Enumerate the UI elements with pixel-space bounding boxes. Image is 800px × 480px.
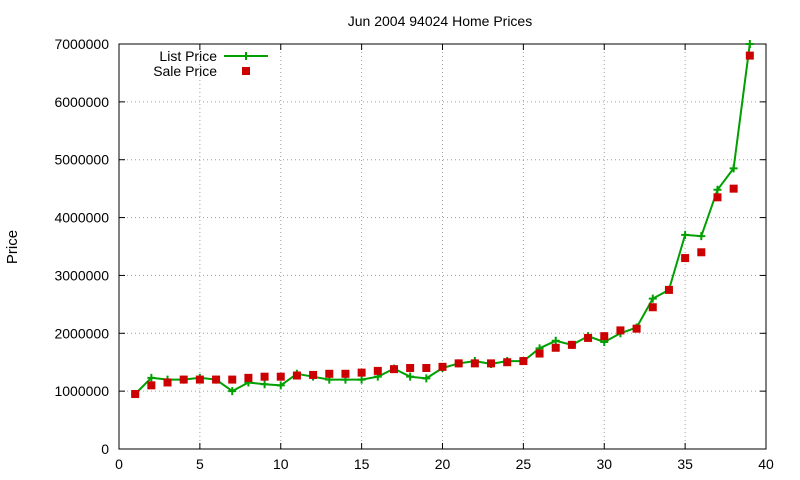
sale-price-point <box>195 375 204 384</box>
sale-price-point <box>487 359 496 368</box>
sale-price-point <box>260 372 269 381</box>
y-tick-label: 2000000 <box>54 325 109 341</box>
y-tick-label: 1000000 <box>54 383 109 399</box>
sale-price-point <box>309 370 318 379</box>
list-price-point <box>228 387 237 396</box>
sale-price-point <box>713 193 722 202</box>
list-price-point <box>681 230 690 239</box>
sale-price-point <box>729 184 738 193</box>
data-marks <box>131 40 754 399</box>
x-tick-label: 0 <box>115 456 123 472</box>
sale-price-point <box>292 371 301 380</box>
sale-price-point <box>325 369 334 378</box>
sale-price-point <box>584 333 593 342</box>
sale-price-point <box>244 373 253 382</box>
sale-price-point <box>454 359 463 368</box>
sale-price-point <box>503 358 512 367</box>
grid-lines <box>119 44 766 449</box>
list-price-point <box>147 373 156 382</box>
sale-price-point <box>147 381 156 390</box>
sale-price-point <box>438 362 447 371</box>
legend-marker-list-price <box>242 52 250 60</box>
x-tick-label: 25 <box>516 456 532 472</box>
sale-price-point <box>389 365 398 374</box>
sale-price-point <box>648 303 657 312</box>
sale-price-point <box>567 340 576 349</box>
legend-label-list-price: List Price <box>159 48 217 64</box>
sale-price-point <box>422 364 431 372</box>
sale-price-point <box>357 368 366 377</box>
sale-price-point <box>228 375 237 384</box>
chart-title: Jun 2004 94024 Home Prices <box>348 13 532 29</box>
sale-price-point <box>551 343 560 352</box>
list-price-point <box>260 380 269 389</box>
list-price-point <box>551 336 560 345</box>
x-tick-label: 15 <box>354 456 370 472</box>
list-price-point <box>406 372 415 381</box>
x-tick-label: 10 <box>273 456 289 472</box>
y-tick-label: 3000000 <box>54 267 109 283</box>
legend: List Price Sale Price <box>153 48 268 79</box>
y-tick-label: 4000000 <box>54 210 109 226</box>
y-tick-label: 0 <box>101 441 109 457</box>
x-tick-label: 30 <box>596 456 612 472</box>
sale-price-point <box>600 332 609 341</box>
sale-price-point <box>163 378 172 387</box>
list-price-point <box>729 164 738 173</box>
list-price-point <box>713 185 722 194</box>
axis-ticks: 0 5 10 15 20 25 30 35 40 0 1000000 2000000 3000000 40… <box>54 36 774 472</box>
list-price-point <box>357 375 366 384</box>
x-tick-label: 35 <box>677 456 693 472</box>
sale-price-point <box>632 324 641 333</box>
list-price-point <box>422 374 431 383</box>
sale-price-point <box>470 359 479 368</box>
y-axis-label: Price <box>4 230 21 264</box>
legend-label-sale-price: Sale Price <box>153 63 217 79</box>
y-tick-label: 5000000 <box>54 152 109 168</box>
y-tick-label: 7000000 <box>54 36 109 52</box>
sale-price-point <box>681 254 690 263</box>
list-price-point <box>648 294 657 303</box>
sale-price-point <box>406 364 415 372</box>
sale-price-point <box>745 51 754 60</box>
sale-price-point <box>276 372 285 381</box>
sale-price-point <box>373 366 382 375</box>
sale-price-point <box>664 285 673 294</box>
list-price-point <box>745 40 754 48</box>
list-price-point <box>276 381 285 390</box>
sale-price-point <box>519 357 528 366</box>
x-tick-label: 5 <box>196 456 204 472</box>
x-tick-label: 20 <box>435 456 451 472</box>
sale-price-point <box>131 390 140 399</box>
sale-price-point <box>616 326 625 335</box>
sale-price-point <box>535 349 544 358</box>
y-tick-label: 6000000 <box>54 94 109 110</box>
list-price-point <box>697 232 706 241</box>
sale-price-point <box>179 375 188 384</box>
sale-price-point <box>697 248 706 257</box>
x-tick-label: 40 <box>758 456 774 472</box>
legend-marker-sale-price <box>242 67 250 75</box>
sale-price-point <box>341 369 350 378</box>
sale-price-point <box>212 375 221 384</box>
